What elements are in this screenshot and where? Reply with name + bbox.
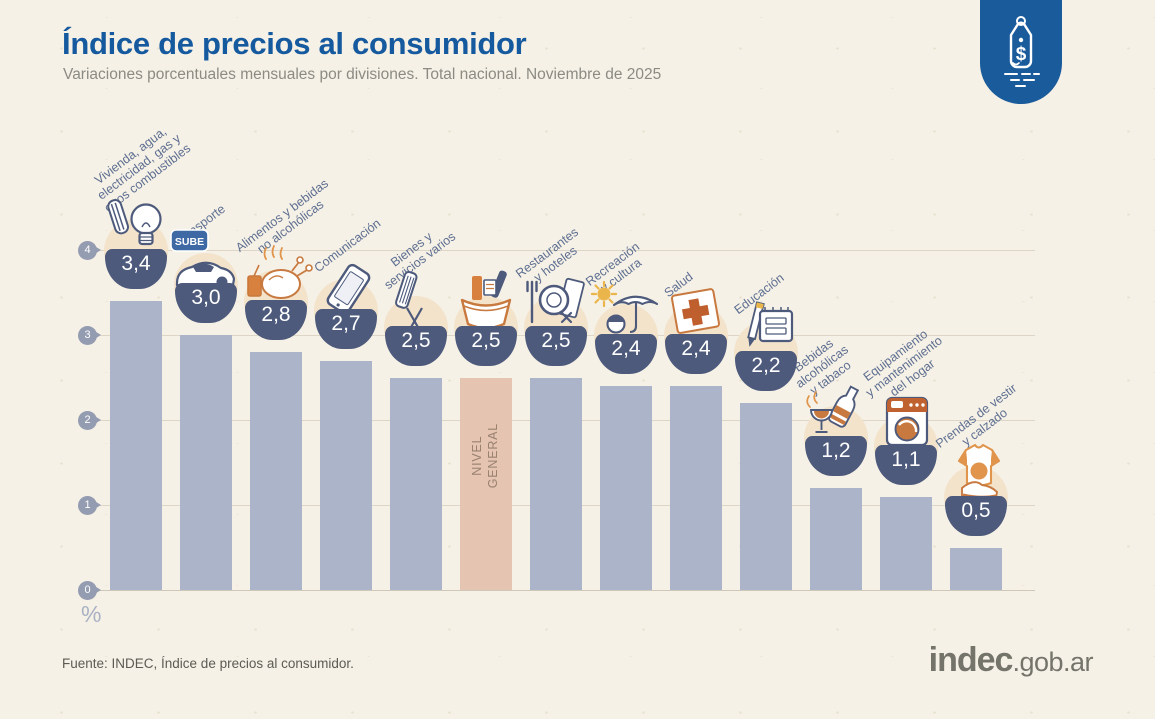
value-bowl: 2,5 [385, 325, 447, 366]
gridline-0 [88, 589, 1035, 591]
bar-value: 1,1 [891, 447, 921, 471]
bar [880, 496, 932, 590]
page-title: Índice de precios al consumidor [62, 26, 527, 61]
wine-bottle-icon [796, 376, 876, 456]
value-bowl: 0,5 [945, 495, 1007, 536]
y-axis-tick-label: 0 [84, 584, 91, 596]
first-aid-kit-icon [656, 274, 736, 354]
logo-suffix-text: .gob.ar [1012, 647, 1093, 677]
smartphone-icon [306, 249, 386, 329]
bar-value: 2,2 [751, 354, 781, 377]
bar-value: 2,5 [541, 328, 571, 352]
car-sube-icon: SUBE [166, 223, 246, 303]
bar [950, 547, 1002, 590]
washing-machine-icon [866, 385, 946, 465]
badge-dollar-symbol: $ [1016, 44, 1027, 65]
value-bowl: 1,1 [875, 444, 937, 485]
umbrella-sun-icon [586, 274, 666, 354]
y-axis-tick-label: 2 [84, 414, 91, 426]
bar [810, 488, 862, 590]
value-bowl: 3,4 [105, 249, 167, 289]
bar [250, 352, 302, 590]
y-axis-tick-label: 3 [84, 329, 91, 341]
bar [740, 403, 792, 590]
value-bowl: 2,4 [665, 334, 727, 374]
indec-logo: indec .gob.ar [928, 641, 1094, 680]
gridline-4 [88, 249, 1035, 251]
y-axis-tick-3: 3 [78, 325, 101, 345]
value-bowl: 3,0 [175, 283, 237, 323]
price-tag-badge: $ [980, 0, 1062, 104]
y-axis-tick-1: 1 [78, 495, 101, 515]
page-subtitle: Variaciones porcentuales mensuales por d… [63, 66, 662, 83]
bar-value: 3,4 [121, 252, 151, 275]
nivel-general-text: NIVEL GENERAL [470, 422, 500, 489]
y-axis-tick-label: 1 [84, 499, 91, 511]
lightbulb-utilities-icon [96, 189, 176, 269]
value-bowl: 2,2 [735, 351, 797, 391]
nivel-general-label: NIVEL GENERAL [460, 396, 512, 516]
bar-nivel-general: NIVEL GENERAL [460, 377, 512, 590]
notebook-pencil-icon [726, 291, 806, 371]
bar-value: 3,0 [191, 286, 221, 309]
value-bowl: 2,5 [525, 325, 587, 366]
value-bowl: 2,4 [595, 334, 657, 374]
bar [390, 377, 442, 590]
bar-value: 2,4 [611, 337, 641, 360]
bar [110, 301, 162, 590]
price-tag-icon: $ [1004, 16, 1040, 87]
svg-text:SUBE: SUBE [175, 236, 204, 248]
value-bowl: 2,7 [315, 308, 377, 349]
value-bowl: 1,2 [805, 436, 867, 476]
y-axis-tick-4: 4 [78, 240, 101, 260]
source-note: Fuente: INDEC, Índice de precios al cons… [62, 656, 354, 671]
bar [600, 386, 652, 590]
y-axis-tick-label: 4 [84, 244, 91, 256]
bar-value: 2,5 [401, 328, 431, 352]
y-axis-tick-2: 2 [78, 410, 101, 430]
bar-value: 2,7 [331, 311, 361, 335]
y-axis-unit-label: % [81, 601, 102, 627]
bar-value: 2,4 [681, 337, 711, 360]
roast-chicken-icon [236, 240, 316, 320]
bar-value: 1,2 [821, 439, 851, 462]
bar [320, 360, 372, 590]
bar [670, 386, 722, 590]
bar [180, 335, 232, 590]
bar [530, 377, 582, 590]
bar-value: 2,5 [471, 328, 501, 352]
cutlery-plate-icon [516, 266, 596, 346]
grocery-bag-icon [446, 266, 526, 346]
y-axis-tick-0: 0 [78, 580, 101, 600]
value-bowl: 2,5 [455, 325, 517, 366]
bar-value: 2,8 [261, 303, 291, 326]
bar-value: 0,5 [961, 498, 991, 522]
logo-main-text: indec [928, 641, 1014, 679]
